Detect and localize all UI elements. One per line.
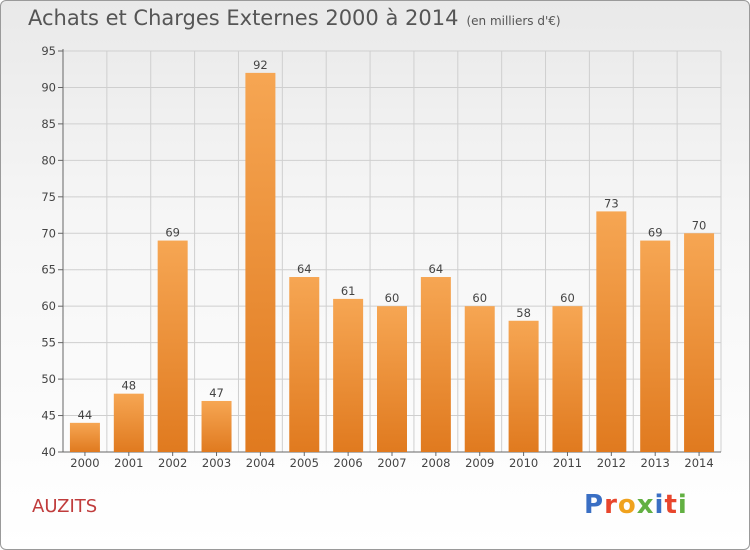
bar-2011 — [552, 306, 583, 452]
data-label-2013: 69 — [648, 226, 663, 240]
bar-2013 — [640, 240, 671, 452]
x-tick-label-2008: 2008 — [421, 456, 450, 470]
data-label-2009: 60 — [472, 291, 487, 305]
bar-2004 — [245, 72, 276, 452]
y-tick-label: 90 — [41, 80, 56, 94]
data-label-2006: 61 — [341, 284, 356, 298]
bar-2007 — [377, 306, 407, 452]
y-tick-label: 40 — [41, 445, 56, 459]
x-tick-label-2003: 2003 — [202, 456, 231, 470]
logo-letter: i — [654, 490, 665, 520]
data-label-2014: 70 — [692, 218, 707, 232]
logo-letter: x — [636, 490, 655, 520]
commune-name: AUZITS — [32, 496, 98, 517]
y-tick-label: 65 — [41, 263, 56, 277]
data-label-2002: 69 — [165, 226, 180, 240]
logo-letter: P — [584, 490, 605, 520]
data-label-2000: 44 — [78, 408, 93, 422]
data-label-2005: 64 — [297, 262, 312, 276]
logo-letter: i — [677, 490, 688, 520]
x-tick-label-2014: 2014 — [684, 456, 713, 470]
y-tick-label: 95 — [41, 44, 56, 58]
bar-2001 — [113, 393, 144, 452]
bar-2010 — [508, 320, 539, 452]
data-label-2012: 73 — [604, 196, 619, 210]
chart-title: Achats et Charges Externes 2000 à 2014 (e… — [28, 6, 561, 30]
x-tick-label-2009: 2009 — [465, 456, 494, 470]
chart-title-text: Achats et Charges Externes 2000 à 2014 — [28, 6, 459, 30]
bar-2012 — [596, 211, 627, 452]
data-label-2007: 60 — [385, 291, 400, 305]
logo-letter: o — [617, 490, 637, 520]
data-label-2003: 47 — [209, 386, 224, 400]
data-label-2008: 64 — [429, 262, 444, 276]
y-tick-label: 80 — [41, 153, 56, 167]
data-label-2004: 92 — [253, 58, 268, 72]
x-tick-label-2011: 2011 — [553, 456, 582, 470]
x-tick-label-2010: 2010 — [509, 456, 538, 470]
x-tick-label-2002: 2002 — [158, 456, 187, 470]
x-tick-label-2006: 2006 — [333, 456, 362, 470]
logo-letter: r — [604, 490, 618, 520]
x-tick-label-2004: 2004 — [246, 456, 275, 470]
x-tick-label-2001: 2001 — [114, 456, 143, 470]
data-label-2010: 58 — [516, 306, 531, 320]
x-tick-label-2007: 2007 — [377, 456, 406, 470]
y-tick-label: 70 — [41, 226, 56, 240]
y-tick-label: 75 — [41, 190, 56, 204]
bar-2009 — [464, 306, 495, 452]
bar-2003 — [201, 400, 232, 452]
bar-2014 — [684, 233, 715, 452]
x-tick-label-2005: 2005 — [290, 456, 319, 470]
data-label-2011: 60 — [560, 291, 575, 305]
bar-2002 — [157, 240, 188, 452]
bar-2008 — [420, 277, 451, 452]
x-tick-label-2012: 2012 — [597, 456, 626, 470]
y-tick-label: 55 — [41, 336, 56, 350]
y-tick-label: 50 — [41, 372, 56, 386]
x-tick-label-2013: 2013 — [641, 456, 670, 470]
x-tick-label-2000: 2000 — [70, 456, 99, 470]
data-label-2001: 48 — [121, 379, 136, 393]
bar-2006 — [333, 298, 364, 452]
proxiti-logo: Proxiti — [584, 490, 688, 520]
y-tick-label: 60 — [41, 299, 56, 313]
bar-2000 — [69, 422, 100, 452]
logo-letter: t — [664, 490, 678, 520]
bar-2005 — [289, 277, 320, 452]
chart-subtitle: (en milliers d'€) — [466, 14, 561, 28]
y-tick-label: 45 — [41, 409, 56, 423]
y-tick-label: 85 — [41, 117, 56, 131]
